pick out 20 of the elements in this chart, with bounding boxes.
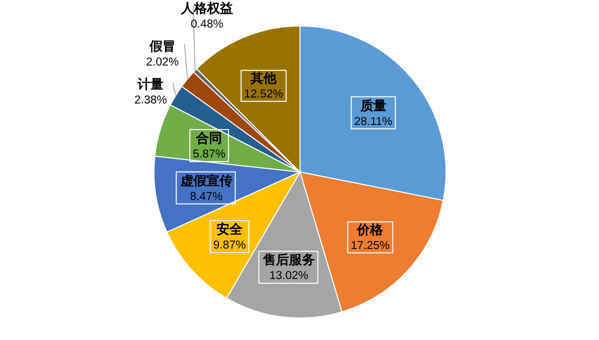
slice-label: 计量 bbox=[136, 77, 164, 92]
data-label: 8.47% bbox=[190, 190, 223, 203]
slice-label: 安全 bbox=[216, 222, 244, 238]
data-label: 13.02% bbox=[269, 270, 308, 282]
data-label: 9.87% bbox=[213, 240, 246, 252]
slice-label: 人格权益 bbox=[180, 1, 234, 16]
data-label: 0.48% bbox=[190, 18, 224, 30]
data-label: 28.11% bbox=[354, 116, 392, 128]
data-label: 5.87% bbox=[192, 148, 226, 161]
slice-label: 售后服务 bbox=[262, 252, 315, 268]
slice-label: 其他 bbox=[250, 71, 278, 86]
slice-label: 价格 bbox=[356, 222, 384, 238]
data-label: 12.52% bbox=[244, 88, 284, 100]
slice-label: 假冒 bbox=[148, 39, 176, 54]
slice-label: 合同 bbox=[195, 130, 222, 147]
slice-label: 虚假宣传 bbox=[179, 172, 232, 189]
data-label: 2.38% bbox=[134, 94, 168, 106]
slice-label: 质量 bbox=[359, 98, 386, 114]
data-label: 17.25% bbox=[350, 240, 390, 252]
data-label: 2.02% bbox=[146, 56, 179, 68]
